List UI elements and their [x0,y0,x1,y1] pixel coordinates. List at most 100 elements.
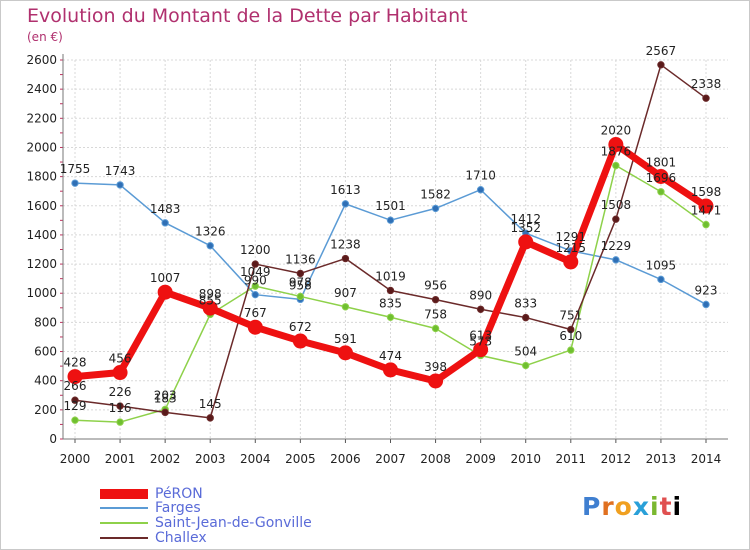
data-label-challex: 1136 [285,252,316,266]
chart-subtitle: (en €) [27,30,63,44]
data-label-saint-jean-de-gonville: 1876 [601,145,632,159]
data-label-p-ron: 898 [199,287,222,301]
data-point-saint-jean-de-gonville [116,418,124,426]
x-tick-label: 2009 [465,452,496,466]
data-label-p-ron: 474 [379,349,402,363]
y-tick-label: 1600 [26,199,57,213]
data-label-p-ron: 1215 [556,241,587,255]
data-label-saint-jean-de-gonville: 573 [469,334,492,348]
data-label-saint-jean-de-gonville: 610 [559,329,582,343]
data-point-challex [386,286,395,295]
grid-layer [63,59,728,440]
data-point-challex [612,215,620,223]
data-point-farges [612,256,620,264]
data-point-p-ron [67,369,83,385]
data-label-farges: 923 [695,283,718,297]
legend-label-saint-jean-de-gonville: Saint-Jean-de-Gonville [155,515,312,531]
data-label-challex: 1200 [240,243,271,257]
x-tick-label: 2014 [691,452,722,466]
data-label-p-ron: 1007 [150,271,181,285]
data-point-challex [431,295,440,304]
x-tick-label: 2004 [240,452,271,466]
data-label-farges: 1326 [195,225,226,239]
data-point-p-ron [202,300,218,316]
y-tick-label: 2600 [26,53,57,67]
data-label-saint-jean-de-gonville: 855 [199,293,222,307]
data-point-p-ron [292,333,308,349]
data-point-saint-jean-de-gonville [71,416,79,424]
data-label-p-ron: 1801 [646,155,677,169]
data-point-farges [702,300,710,309]
series-p-ron [67,137,714,389]
data-point-challex [116,402,124,410]
data-point-farges [386,216,395,224]
x-tick-label: 2011 [556,452,587,466]
data-label-p-ron: 672 [289,320,312,334]
data-point-p-ron [428,373,444,389]
data-point-p-ron [473,342,489,358]
data-point-farges [431,204,440,213]
data-label-saint-jean-de-gonville: 504 [514,345,537,359]
data-point-p-ron [247,319,263,335]
data-label-farges: 1412 [510,212,541,226]
data-label-layer: 1755 1743 1483 1326 990 958 1613 1501 1582 1710 14… [60,44,722,415]
data-point-p-ron [157,284,173,300]
data-point-challex [567,325,575,334]
x-tick-label: 2001 [105,452,136,466]
y-tick-label: 1000 [26,286,57,300]
data-point-saint-jean-de-gonville [702,220,710,229]
data-label-farges: 1755 [60,162,91,176]
data-point-farges [657,275,665,284]
data-point-challex [702,94,710,102]
data-label-challex: 183 [154,391,177,405]
data-label-challex: 833 [514,297,537,311]
data-point-challex [161,408,169,417]
data-label-challex: 890 [469,288,492,302]
x-tick-label: 2003 [195,452,226,466]
data-label-challex: 956 [424,279,447,293]
y-tick-label: 2000 [26,140,57,154]
data-point-farges [116,181,124,189]
data-label-challex: 1019 [375,269,406,283]
data-label-p-ron: 398 [424,360,447,374]
data-point-farges [341,200,350,208]
data-point-farges [206,242,214,250]
data-label-challex: 145 [199,397,222,411]
y-tick-label: 1400 [26,228,57,242]
data-label-saint-jean-de-gonville: 129 [64,399,87,413]
data-label-farges: 1582 [420,187,451,201]
data-point-challex [71,396,79,404]
legend-swatch-saint-jean-de-gonville [100,522,148,524]
data-label-farges: 1483 [150,202,181,216]
legend-swatch-farges [100,507,148,509]
x-tick-label: 2005 [285,452,316,466]
data-point-p-ron [653,168,669,184]
x-tick-label: 2008 [420,452,451,466]
data-label-challex: 1508 [601,198,632,212]
data-label-farges: 1613 [330,183,361,197]
data-point-p-ron [337,345,353,361]
x-tick-label: 2006 [330,452,361,466]
data-label-p-ron: 613 [469,329,492,343]
data-label-p-ron: 456 [109,352,132,366]
proxiti-logo: Proxiti [582,492,683,521]
data-point-challex [341,254,350,263]
data-label-challex: 2338 [691,77,722,91]
data-point-saint-jean-de-gonville [386,313,395,321]
data-label-challex: 266 [64,379,87,393]
x-tick-label: 2013 [646,452,677,466]
data-label-p-ron: 2020 [601,124,632,138]
data-point-challex [657,61,665,69]
legend-label-challex: Challex [155,530,207,546]
x-tick-label: 2007 [375,452,406,466]
data-point-p-ron [383,362,398,378]
data-label-p-ron: 767 [244,306,267,320]
data-label-p-ron: 428 [64,356,87,370]
data-point-saint-jean-de-gonville [522,361,530,370]
data-label-saint-jean-de-gonville: 907 [334,286,357,300]
data-label-saint-jean-de-gonville: 1471 [691,204,722,218]
data-point-p-ron [112,365,128,381]
data-label-farges: 1501 [375,199,406,213]
